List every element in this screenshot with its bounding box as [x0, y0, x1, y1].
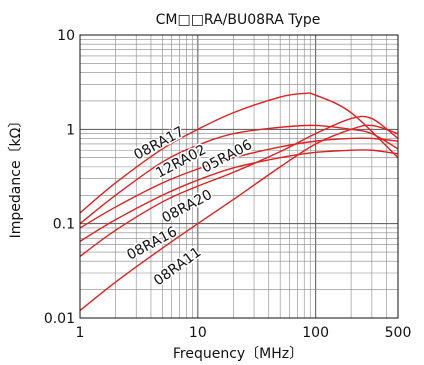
series-line-08ra11 [79, 124, 399, 312]
series-line-05ra06 [79, 137, 399, 229]
x-tick-label: 100 [302, 325, 329, 341]
y-axis-label: Impedance〔kΩ〕 [8, 114, 24, 239]
y-tick-label: 10 [57, 28, 75, 44]
plot-frame [79, 34, 399, 319]
grid-lines [79, 35, 399, 319]
chart-title: CM□□RA/BU08RA Type [156, 12, 321, 28]
x-axis-label: Frequency〔MHz〕 [173, 346, 303, 362]
series-line-08ra16 [79, 115, 399, 257]
y-tick-label: 0.1 [53, 217, 75, 233]
series-curves [79, 92, 399, 312]
y-tick-label: 0.01 [44, 311, 75, 327]
series-line-08ra17 [79, 92, 399, 214]
x-tick-label: 500 [385, 325, 412, 341]
series-line-12ra02 [79, 124, 399, 225]
curve-label-05ra06: 05RA06 [199, 137, 255, 177]
x-tick-label: 10 [189, 325, 207, 341]
y-tick-label: 1 [66, 122, 75, 138]
x-tick-label: 1 [76, 325, 85, 341]
tick-labels: 1 10 100 500 0.01 0.1 1 10 [44, 28, 412, 341]
